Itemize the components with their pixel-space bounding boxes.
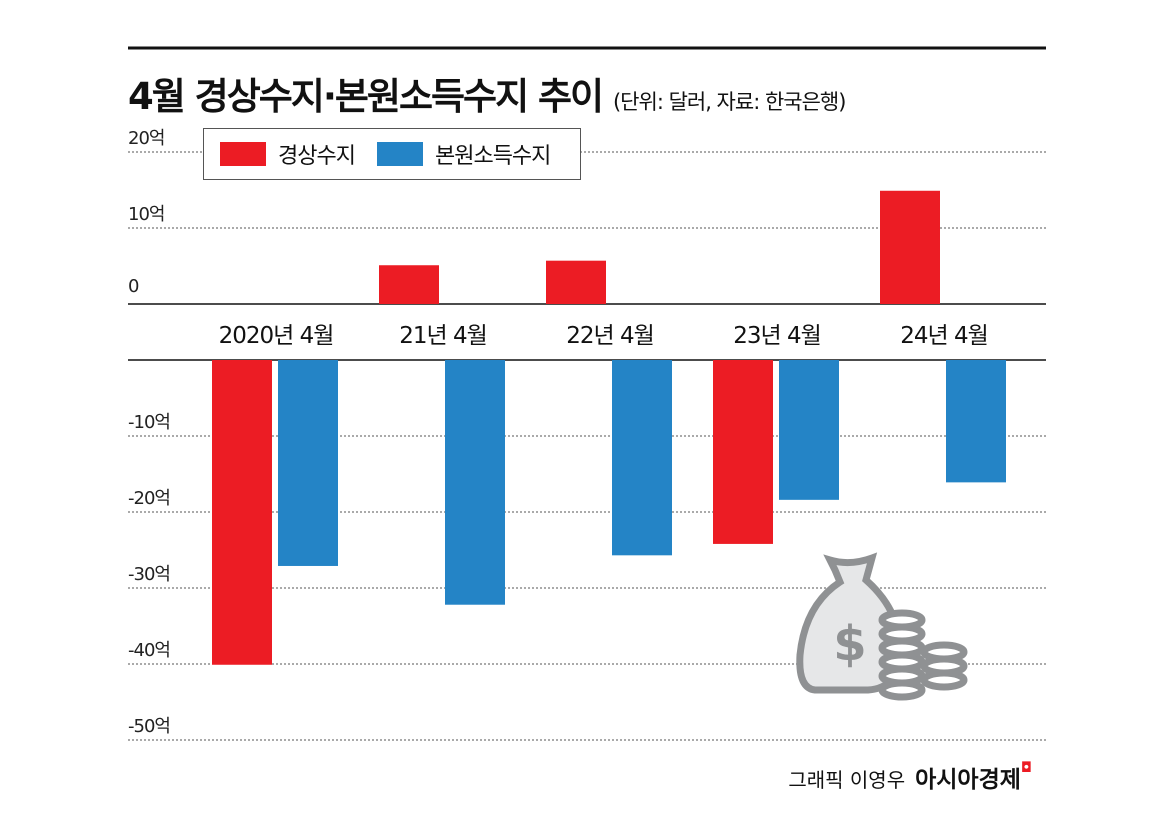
y-tick-label: 10억 [128,204,165,225]
svg-text:$: $ [833,616,866,672]
money-bag-coins-icon: $ [796,552,968,701]
legend-label: 본원소득수지 [434,144,551,169]
bar-primary-income-4 [946,360,1006,483]
y-tick-label: -30억 [128,564,171,585]
chart-subtitle: (단위: 달러, 자료: 한국은행) [612,90,846,114]
x-tick-label: 22년 4월 [566,323,655,349]
credit: 그래픽 이영우 [788,768,906,792]
bar-current-account-0 [212,360,272,665]
bar-primary-income-3 [779,360,839,500]
brand-logo: 아시아경제 [915,767,1021,793]
y-tick-label: 20억 [128,128,165,149]
bar-primary-income-2 [612,360,672,556]
bar-current-account-2 [546,260,606,304]
bar-current-account-4 [880,190,940,304]
x-tick-label: 23년 4월 [733,323,822,349]
y-tick-label: -10억 [128,412,171,433]
legend-label: 경상수지 [278,144,356,169]
x-tick-label: 24년 4월 [900,323,989,349]
bar-primary-income-0 [278,360,338,566]
x-tick-label: 21년 4월 [399,323,488,349]
brand-mark-icon: ◘ [1020,760,1032,776]
y-tick-label: -20억 [128,488,171,509]
footer: 그래픽 이영우 아시아경제◘ [788,760,1032,794]
y-tick-label: -50억 [128,716,171,737]
legend: 경상수지 본원소득수지 [203,128,581,180]
legend-swatch-primary-income [376,142,423,166]
bar-current-account-3 [713,360,773,544]
bar-current-account-1 [379,265,439,304]
y-tick-label: 0 [128,276,139,297]
bar-primary-income-1 [445,360,505,605]
legend-swatch-current-account [220,142,266,166]
title-text: 4월 경상수지·본원소득수지 추이 [128,75,604,118]
y-tick-label: -40억 [128,640,171,661]
chart-title: 4월 경상수지·본원소득수지 추이 (단위: 달러, 자료: 한국은행) [128,66,846,120]
x-tick-label: 2020년 4월 [218,323,335,349]
